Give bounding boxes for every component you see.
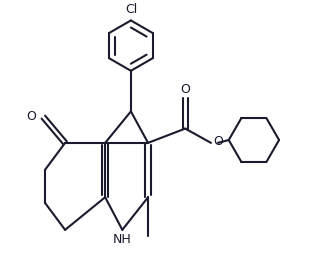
Text: NH: NH — [113, 233, 132, 246]
Text: O: O — [26, 110, 36, 123]
Text: O: O — [213, 135, 223, 148]
Text: Cl: Cl — [125, 3, 137, 16]
Text: O: O — [180, 83, 190, 96]
